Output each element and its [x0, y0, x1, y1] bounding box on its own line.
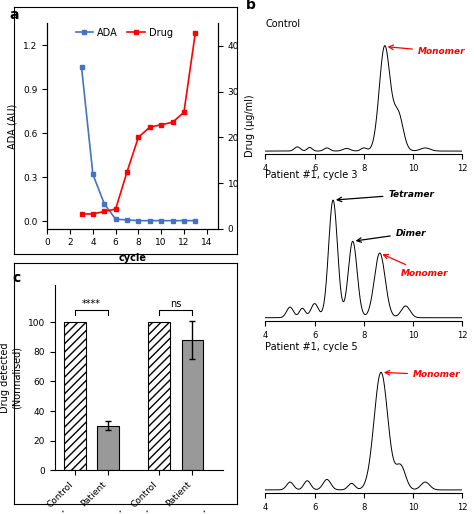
- Drug: [192, 30, 198, 36]
- Bar: [64, 322, 86, 470]
- Text: c: c: [12, 270, 21, 285]
- ADA: [113, 216, 118, 222]
- Y-axis label: ADA (AU): ADA (AU): [8, 103, 18, 149]
- Text: Dimer: Dimer: [357, 229, 427, 242]
- Text: b: b: [246, 0, 255, 12]
- Drug: [101, 208, 107, 214]
- ADA: [170, 217, 175, 224]
- Drug: [124, 169, 130, 175]
- Text: ****: ****: [82, 299, 101, 309]
- ADA: [101, 200, 107, 207]
- Bar: [148, 322, 170, 470]
- Text: Patient #1, cycle 5: Patient #1, cycle 5: [265, 342, 358, 353]
- ADA: [124, 217, 130, 223]
- Text: Patient #1, cycle 3: Patient #1, cycle 3: [265, 170, 358, 180]
- Drug: [170, 119, 175, 125]
- Drug: [147, 124, 153, 130]
- Bar: [98, 426, 119, 470]
- Drug: [181, 109, 187, 116]
- Text: Tetramer: Tetramer: [337, 190, 434, 201]
- Line: Drug: Drug: [80, 31, 197, 216]
- ADA: [192, 217, 198, 224]
- Y-axis label: Drug (µg/ml): Drug (µg/ml): [245, 95, 255, 157]
- Y-axis label: Drug detected
(Normalised): Drug detected (Normalised): [0, 342, 22, 413]
- Text: ns: ns: [170, 299, 182, 309]
- Text: Control: Control: [265, 19, 301, 29]
- Legend: ADA, Drug: ADA, Drug: [72, 24, 177, 42]
- ADA: [79, 64, 84, 70]
- Drug: [79, 211, 84, 217]
- ADA: [158, 217, 164, 224]
- ADA: [181, 217, 187, 224]
- Text: a: a: [10, 8, 19, 22]
- Text: Monomer: Monomer: [383, 254, 448, 278]
- ADA: [90, 171, 96, 177]
- Drug: [113, 206, 118, 212]
- Bar: [182, 340, 203, 470]
- Drug: [136, 134, 141, 140]
- Text: Monomer: Monomer: [385, 371, 461, 379]
- Drug: [158, 122, 164, 128]
- ADA: [136, 217, 141, 224]
- Line: ADA: ADA: [80, 65, 197, 223]
- X-axis label: cycle: cycle: [118, 253, 147, 263]
- Drug: [90, 211, 96, 217]
- ADA: [147, 217, 153, 224]
- Text: Monomer: Monomer: [389, 45, 465, 56]
